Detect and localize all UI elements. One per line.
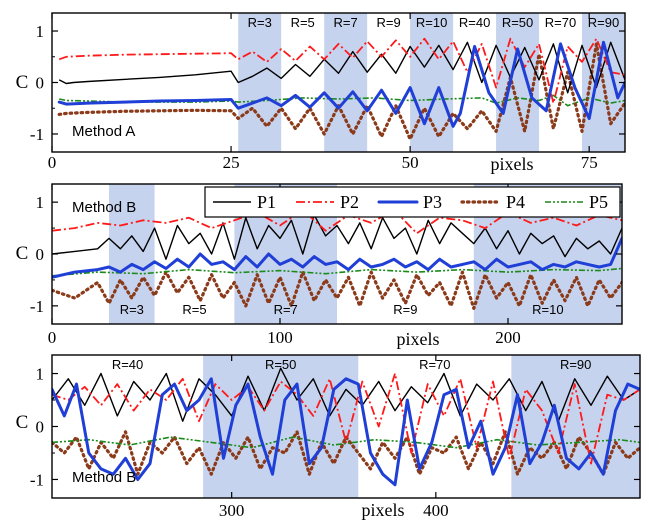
region-label-r70: R=70	[419, 357, 450, 372]
y-tick-label: -1	[30, 297, 44, 316]
region-label-r70: R=70	[545, 15, 576, 30]
region-label-r40: R=40	[459, 15, 490, 30]
series-line-p4	[52, 430, 640, 476]
region-label-r9: R=9	[377, 15, 401, 30]
method-annotation: Method B	[72, 199, 136, 216]
x-tick-label: 400	[423, 501, 449, 520]
method-annotation: Method B	[72, 469, 136, 486]
region-label-r7: R=7	[274, 302, 298, 317]
region-label-r3: R=3	[120, 302, 144, 317]
legend: P1 P2 P3 P4 P5	[204, 186, 621, 218]
x-tick-label: 300	[219, 501, 245, 520]
x-axis-label: pixels	[397, 329, 440, 349]
region-band-r50	[496, 13, 540, 152]
region-band-r90	[511, 355, 640, 498]
legend-label-p2: P2	[340, 192, 359, 212]
y-axis-label: C	[16, 412, 29, 433]
series-line-p1	[52, 214, 622, 260]
region-band-r3	[238, 13, 282, 152]
x-tick-label: 100	[267, 328, 293, 347]
region-label-r50: R=50	[265, 357, 296, 372]
y-tick-label: 1	[36, 193, 45, 212]
legend-label-p4: P4	[506, 192, 525, 212]
series-line-p3	[57, 40, 625, 128]
x-tick-label: 200	[495, 328, 521, 347]
region-label-r40: R=40	[112, 357, 143, 372]
y-tick-label: -1	[30, 125, 44, 144]
x-tick-label: 25	[223, 153, 240, 172]
series-line-p1	[52, 367, 640, 422]
region-label-r90: R=90	[588, 15, 619, 30]
region-band-r3	[109, 184, 155, 324]
series-line-p5	[52, 267, 622, 277]
x-tick-label: 50	[402, 153, 419, 172]
y-tick-label: 1	[36, 365, 45, 384]
series-line-p3	[52, 377, 640, 487]
method-annotation: Method A	[72, 123, 135, 140]
region-band-r10	[410, 13, 454, 152]
region-label-r7: R=7	[334, 15, 358, 30]
legend-label-p5: P5	[589, 192, 608, 212]
x-tick-label: 0	[48, 153, 57, 172]
region-band-r7	[324, 13, 368, 152]
region-label-r5: R=5	[182, 302, 206, 317]
series-line-p1	[58, 41, 625, 94]
x-axis-label: pixels	[491, 154, 534, 174]
legend-label-p1: P1	[257, 192, 276, 212]
region-label-r3: R=3	[248, 15, 272, 30]
region-label-r9: R=9	[393, 302, 417, 317]
series-line-p2	[52, 372, 640, 465]
region-label-r90: R=90	[560, 357, 591, 372]
y-tick-label: 0	[36, 245, 45, 264]
y-axis-label: C	[16, 243, 29, 264]
series-line-p4	[57, 42, 625, 141]
x-tick-label: 0	[48, 328, 57, 347]
series-line-p5	[52, 436, 640, 449]
region-label-r10: R=10	[416, 15, 447, 30]
y-tick-label: 0	[36, 418, 45, 437]
y-axis-label: C	[16, 72, 29, 93]
y-tick-label: 1	[36, 22, 45, 41]
x-tick-label: 75	[581, 153, 598, 172]
legend-label-p3: P3	[423, 192, 442, 212]
region-label-r10: R=10	[532, 302, 563, 317]
y-tick-label: 0	[36, 74, 45, 93]
series-line-p2	[58, 37, 625, 104]
series-line-p2	[52, 209, 622, 235]
y-tick-label: -1	[30, 470, 44, 489]
series-line-p3	[52, 236, 622, 279]
region-label-r50: R=50	[502, 15, 533, 30]
region-label-r5: R=5	[291, 15, 315, 30]
x-axis-label: pixels	[362, 500, 405, 520]
